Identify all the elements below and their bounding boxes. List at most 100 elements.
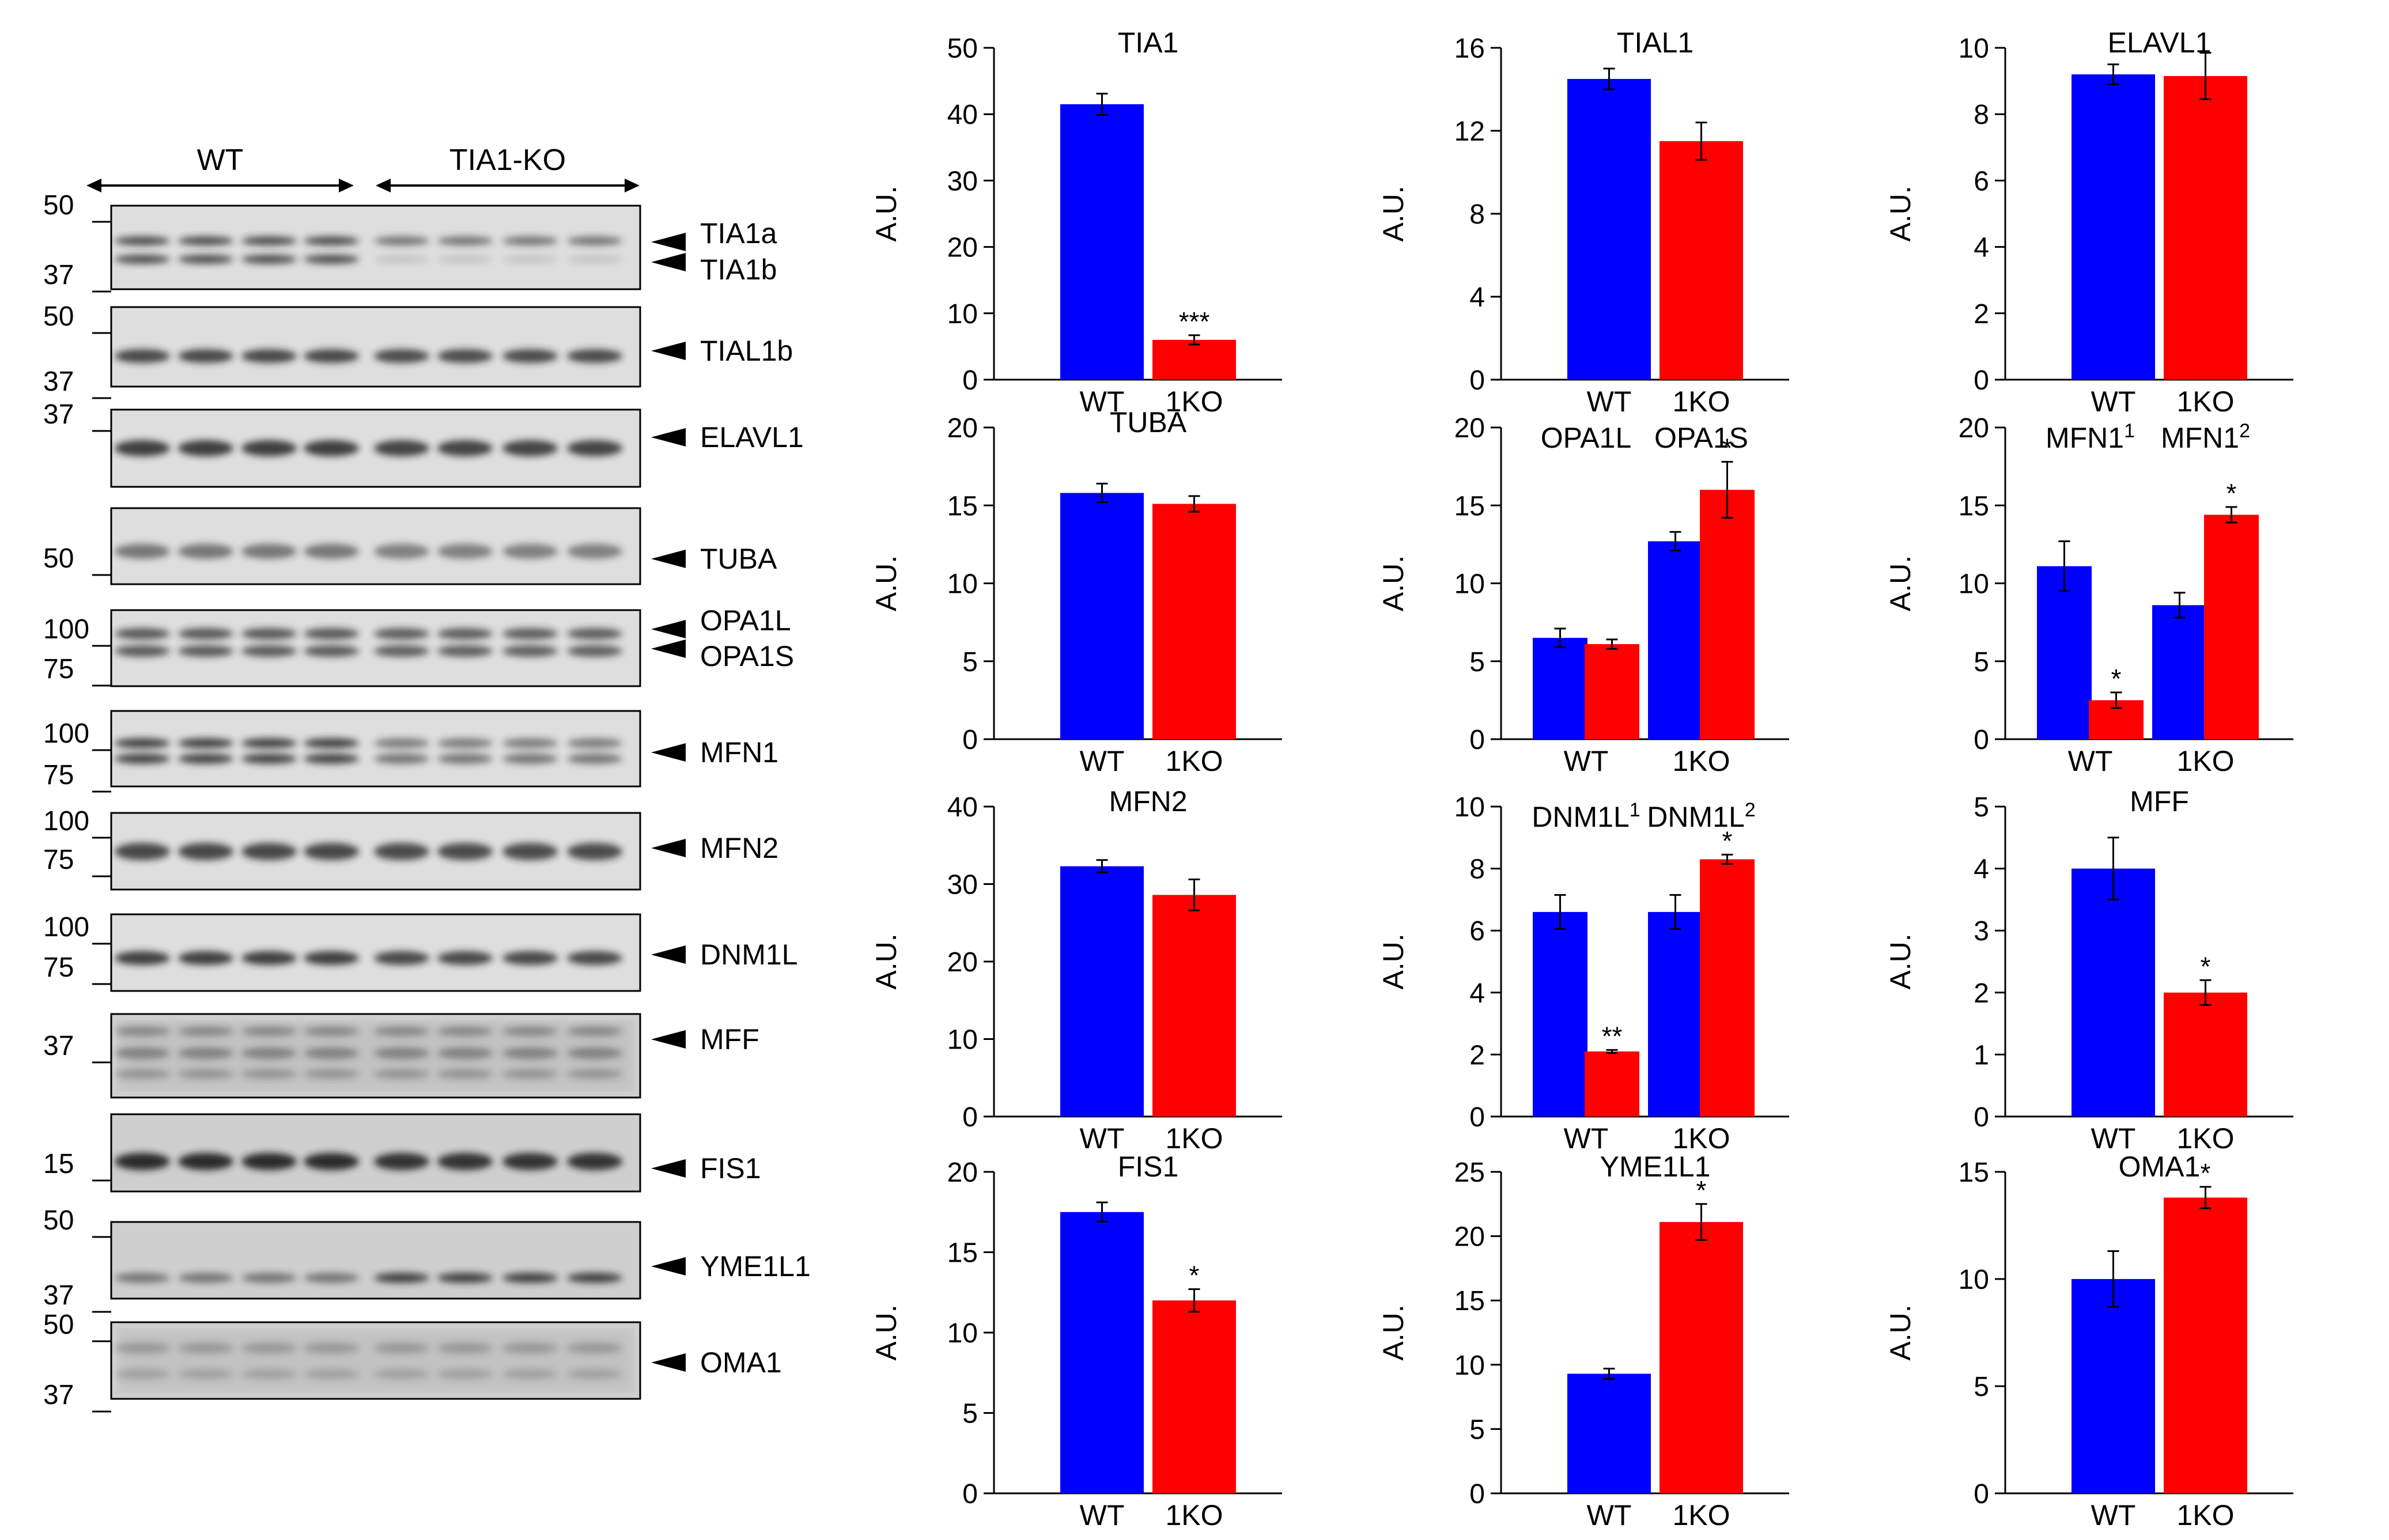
- significance-marker: ***: [1179, 307, 1210, 336]
- y-tick-label: 20: [1959, 413, 1989, 444]
- blot-band: [115, 1273, 170, 1283]
- blot-frame: [110, 507, 641, 585]
- blot-band: [304, 1153, 359, 1170]
- mw-marker-label: 37: [43, 1280, 74, 1311]
- blot-panel: 50 37 TIA1a TIA1b: [43, 190, 777, 293]
- blot-band: [241, 754, 297, 764]
- x-tick-label: WT: [2091, 1122, 2136, 1155]
- mw-marker-label: 50: [43, 190, 74, 221]
- blot-panel: 37 ELAVL1: [43, 399, 804, 488]
- mw-marker-label: 37: [43, 260, 74, 290]
- y-tick-label: 6: [1974, 166, 1989, 196]
- blot-band: [178, 1273, 233, 1283]
- western-blot: WT TIA1-KO5037TIA1aTIA1b5037TIAL1b37ELAVL…: [43, 143, 811, 1413]
- blot-band: [374, 754, 429, 764]
- y-tick-label: 10: [1454, 792, 1485, 823]
- arrow-head-right: [625, 179, 640, 192]
- band-arrowhead: [651, 945, 686, 964]
- mw-marker-label: 37: [43, 366, 74, 397]
- y-tick-label: 2: [1974, 299, 1989, 330]
- bar: [1660, 141, 1743, 380]
- band-label: TIA1a: [700, 217, 777, 249]
- band-arrowhead: [651, 839, 686, 857]
- band-arrowhead: [651, 1257, 686, 1276]
- blot-band: [437, 440, 493, 456]
- x-tick-label: 1KO: [1165, 1122, 1223, 1155]
- y-tick-label: 20: [1454, 1222, 1485, 1253]
- blot-band: [241, 1069, 297, 1079]
- band-arrowhead: [651, 1353, 686, 1372]
- chart: 0 10 20 30 40 50 A.U. *** WT 1KO TIA1: [870, 27, 1282, 418]
- blot-frame: [110, 1221, 641, 1300]
- blot-band: [374, 951, 429, 965]
- mw-marker-label: 75: [43, 654, 74, 684]
- blot-band: [437, 754, 493, 764]
- y-tick-label: 5: [962, 1399, 978, 1429]
- y-tick-label: 0: [962, 725, 978, 755]
- blot-band: [178, 1342, 233, 1354]
- y-tick-label: 20: [947, 947, 978, 978]
- blot-band: [567, 255, 622, 264]
- blot-band: [241, 645, 297, 657]
- blot-band: [241, 1369, 297, 1379]
- chart: 0 10 20 30 40 A.U. WT 1KO MFN2: [870, 785, 1282, 1155]
- blot-frame: [110, 812, 641, 891]
- y-tick-label: 8: [1974, 100, 1989, 130]
- significance-marker: *: [1189, 1261, 1200, 1291]
- y-axis-label: A.U.: [1377, 186, 1409, 241]
- y-tick-label: 15: [947, 491, 978, 521]
- y-tick-label: 0: [1469, 1479, 1485, 1509]
- blot-band: [304, 1026, 359, 1036]
- blot-band: [374, 738, 429, 748]
- y-axis-label: A.U.: [1377, 555, 1409, 611]
- y-tick-label: 0: [1469, 1102, 1485, 1133]
- y-tick-label: 10: [947, 569, 978, 600]
- bar: [1567, 79, 1651, 380]
- bar: [1660, 1222, 1743, 1493]
- bar: [1533, 911, 1587, 1117]
- blot-band: [567, 1369, 622, 1379]
- blot-panel: 50 TUBA: [43, 507, 777, 585]
- y-tick-label: 10: [1959, 33, 1989, 64]
- significance-marker: *: [2227, 478, 2237, 508]
- blot-band: [115, 628, 170, 640]
- blot-frame: [110, 710, 641, 788]
- y-tick-label: 0: [1469, 365, 1485, 396]
- blot-band: [374, 1047, 429, 1059]
- group-arrow-wt: [86, 179, 354, 192]
- y-tick-label: 15: [1454, 491, 1485, 521]
- blot-band: [502, 645, 558, 657]
- group-title: MFN11: [2046, 420, 2135, 454]
- blot-band: [178, 843, 233, 860]
- y-tick-label: 10: [1959, 1265, 1989, 1295]
- blot-panel: 100 75 MFN2: [43, 806, 778, 891]
- x-tick-label: WT: [1080, 745, 1125, 777]
- chart: 0 5 10 15 20 A.U. WT 1KO TUBA: [870, 406, 1282, 777]
- blot-band: [304, 1342, 359, 1354]
- blot-band: [567, 645, 622, 657]
- blot-band: [437, 1273, 493, 1283]
- bar: [2072, 868, 2155, 1117]
- mw-marker-label: 15: [43, 1149, 74, 1179]
- blot-band: [437, 738, 493, 748]
- y-axis-label: A.U.: [870, 933, 902, 989]
- blot-band: [374, 1273, 429, 1283]
- bar: [1700, 859, 1755, 1117]
- y-tick-label: 10: [1454, 1350, 1485, 1381]
- bar: [1060, 104, 1144, 380]
- mw-marker-label: 100: [43, 806, 89, 837]
- blot-background: [111, 206, 640, 289]
- y-tick-label: 0: [962, 1479, 978, 1509]
- y-tick-label: 3: [1974, 916, 1989, 947]
- blot-band: [567, 754, 622, 764]
- blot-band: [437, 1369, 493, 1379]
- x-tick-label: 1KO: [1165, 1499, 1223, 1531]
- blot-band: [437, 1342, 493, 1354]
- blot-band: [115, 951, 170, 965]
- blot-band: [437, 1026, 493, 1036]
- blot-frame: [110, 609, 641, 687]
- blot-band: [241, 236, 297, 245]
- group-title: DNM1L1: [1532, 799, 1640, 833]
- band-label: MFN2: [700, 832, 778, 864]
